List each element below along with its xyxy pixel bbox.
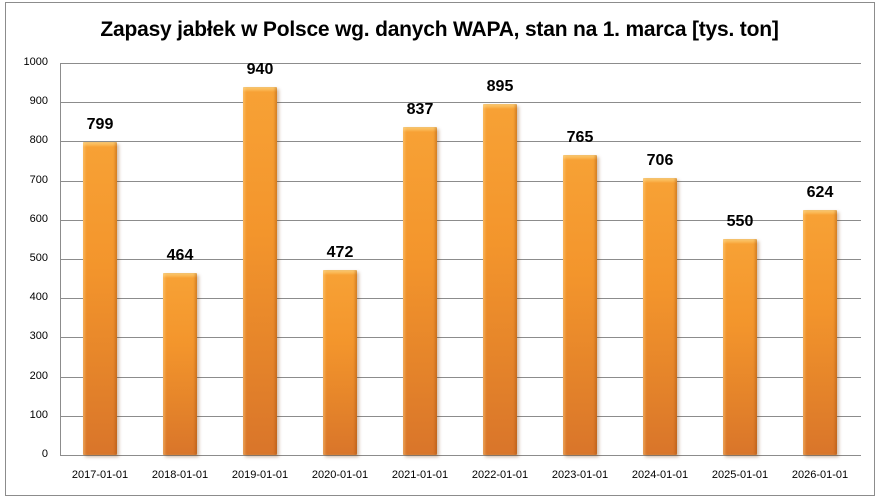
gridline xyxy=(61,219,861,221)
data-label: 472 xyxy=(326,243,354,261)
gridline xyxy=(61,337,861,339)
x-tick-label: 2025-01-01 xyxy=(711,469,769,481)
bar xyxy=(403,126,437,455)
y-tick-label: 0 xyxy=(41,448,48,460)
x-tick-label: 2019-01-01 xyxy=(231,469,289,481)
bar xyxy=(83,141,117,455)
y-tick-label: 900 xyxy=(29,95,48,108)
bar xyxy=(323,269,357,455)
x-tick-label: 2026-01-01 xyxy=(791,469,849,481)
data-label: 464 xyxy=(166,247,194,265)
data-label: 765 xyxy=(566,129,594,147)
y-tick-label: 300 xyxy=(29,330,48,343)
y-tick-label: 500 xyxy=(29,252,48,264)
data-label: 837 xyxy=(406,100,434,118)
bar xyxy=(643,178,677,455)
gridline xyxy=(61,259,861,260)
bar xyxy=(803,210,837,455)
x-tick-label: 2021-01-01 xyxy=(391,469,449,481)
gridline xyxy=(61,298,861,300)
y-tick-label: 1000 xyxy=(23,56,48,68)
y-tick-label: 600 xyxy=(29,212,48,225)
bar xyxy=(243,86,277,455)
y-tick-label: 100 xyxy=(29,408,48,421)
data-label: 799 xyxy=(86,115,114,133)
data-label: 940 xyxy=(246,60,274,78)
data-label: 895 xyxy=(486,78,514,96)
bar xyxy=(723,239,757,455)
x-tick-label: 2017-01-01 xyxy=(71,469,129,481)
x-tick-label: 2023-01-01 xyxy=(551,469,609,481)
plot-area xyxy=(60,63,861,456)
y-tick-label: 400 xyxy=(29,291,48,304)
y-tick-label: 800 xyxy=(29,134,48,147)
gridline xyxy=(61,376,861,378)
chart-title: Zapasy jabłek w Polsce wg. danych WAPA, … xyxy=(100,18,779,41)
y-tick-label: 700 xyxy=(29,173,48,186)
bar xyxy=(483,104,517,455)
y-tick-label: 200 xyxy=(29,369,48,382)
x-tick-label: 2020-01-01 xyxy=(311,469,369,481)
gridline xyxy=(61,63,861,64)
data-label: 706 xyxy=(646,152,674,170)
gridline xyxy=(61,141,861,143)
x-tick-label: 2022-01-01 xyxy=(471,469,529,481)
bar xyxy=(163,273,197,455)
gridline xyxy=(61,180,861,182)
data-label: 624 xyxy=(806,184,834,202)
x-tick-label: 2018-01-01 xyxy=(151,469,209,481)
data-label: 550 xyxy=(726,213,754,231)
bar xyxy=(563,155,597,455)
gridline xyxy=(61,102,861,104)
x-tick-label: 2024-01-01 xyxy=(631,469,689,481)
gridline xyxy=(61,415,861,417)
